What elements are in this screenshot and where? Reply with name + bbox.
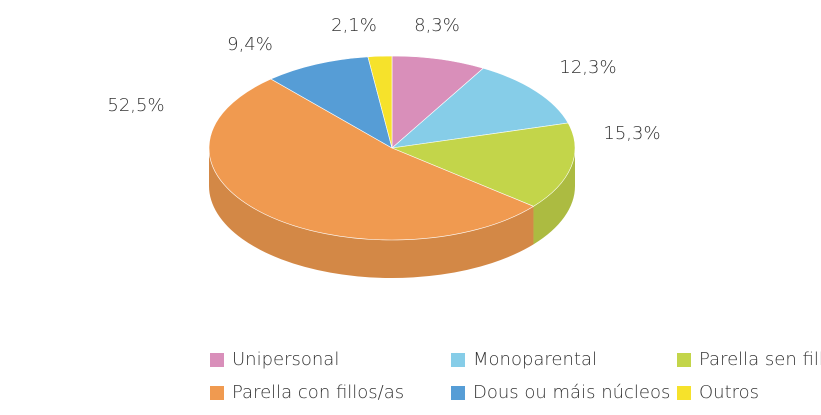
legend-swatch [210, 386, 224, 400]
slice [391, 67, 569, 149]
slice [367, 55, 393, 149]
legend-swatch [451, 353, 465, 367]
legend-swatch [210, 353, 224, 367]
data-label: 15,3% [603, 123, 660, 144]
legend-swatch [677, 386, 691, 400]
legend-label: Dous ou máis núcleos [473, 382, 670, 403]
data-label: 52,5% [107, 95, 164, 116]
data-label: 8,3% [414, 15, 460, 36]
legend-swatch [451, 386, 465, 400]
legend-label: Parella sen fillos/as [699, 349, 821, 370]
slice-side [533, 148, 575, 245]
legend-label: Unipersonal [232, 349, 339, 370]
slice [270, 56, 393, 149]
slice [208, 78, 535, 241]
legend-label: Parella con fillos/as [232, 382, 404, 403]
data-label: 9,4% [227, 34, 273, 55]
legend-swatch [677, 353, 691, 367]
slice [391, 55, 484, 149]
slice-side [209, 148, 534, 278]
slice [390, 122, 576, 207]
legend-label: Monoparental [473, 349, 597, 370]
legend-label: Outros [699, 382, 759, 403]
data-label: 12,3% [559, 57, 616, 78]
data-label: 2,1% [331, 15, 377, 36]
